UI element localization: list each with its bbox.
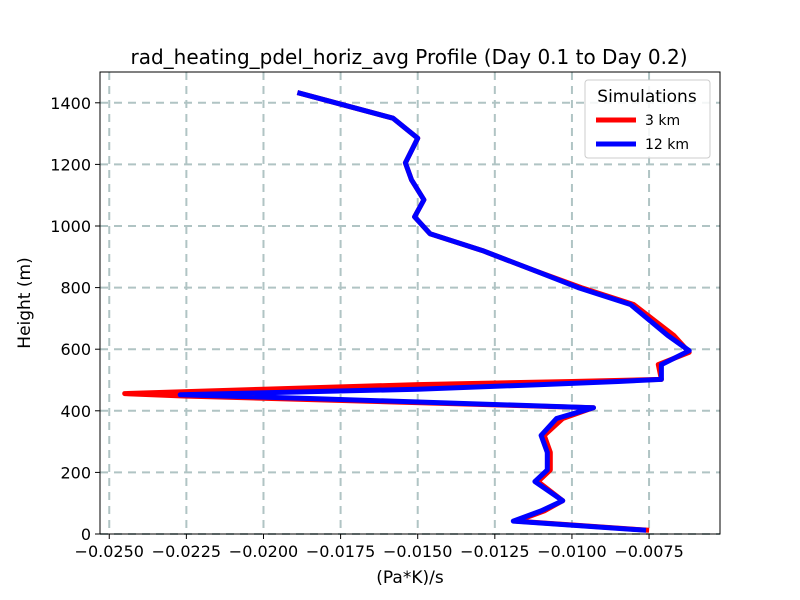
y-tick-label: 0	[81, 525, 91, 544]
legend: Simulations 3 km 12 km	[584, 79, 711, 159]
y-tick-label: 1400	[50, 94, 91, 113]
x-tick-label: −0.0175	[306, 542, 375, 561]
series-line-12km	[177, 90, 692, 533]
plot-frame	[99, 71, 721, 535]
chart-title: rad_heating_pdel_horiz_avg Profile (Day …	[130, 45, 687, 69]
x-tick-label: −0.0125	[460, 542, 529, 561]
x-tick-label: −0.0200	[229, 542, 298, 561]
legend-label-12km: 12 km	[645, 137, 689, 153]
x-axis: −0.0250 −0.0225 −0.0200 −0.0175 −0.0150 −0.01…	[75, 534, 684, 561]
x-tick-label: −0.0150	[383, 542, 452, 561]
y-axis: 0 200 400 600 800 1000 1200 1400	[50, 94, 100, 544]
x-tick-label: −0.0075	[614, 542, 683, 561]
x-axis-title: (Pa*K)/s	[376, 568, 444, 588]
x-tick-label: −0.0100	[537, 542, 606, 561]
x-tick-label: −0.0225	[152, 542, 221, 561]
y-axis-title: Height (m)	[15, 257, 35, 348]
x-tick-label: −0.0250	[75, 542, 144, 561]
y-tick-label: 800	[60, 279, 91, 298]
series-lines	[122, 90, 692, 533]
legend-title: Simulations	[597, 87, 697, 107]
y-tick-label: 600	[60, 340, 91, 359]
y-tick-label: 1000	[50, 217, 91, 236]
legend-box	[584, 79, 711, 159]
y-tick-label: 200	[60, 463, 91, 482]
y-tick-label: 1200	[50, 155, 91, 174]
y-tick-label: 400	[60, 402, 91, 421]
legend-label-3km: 3 km	[645, 113, 680, 129]
